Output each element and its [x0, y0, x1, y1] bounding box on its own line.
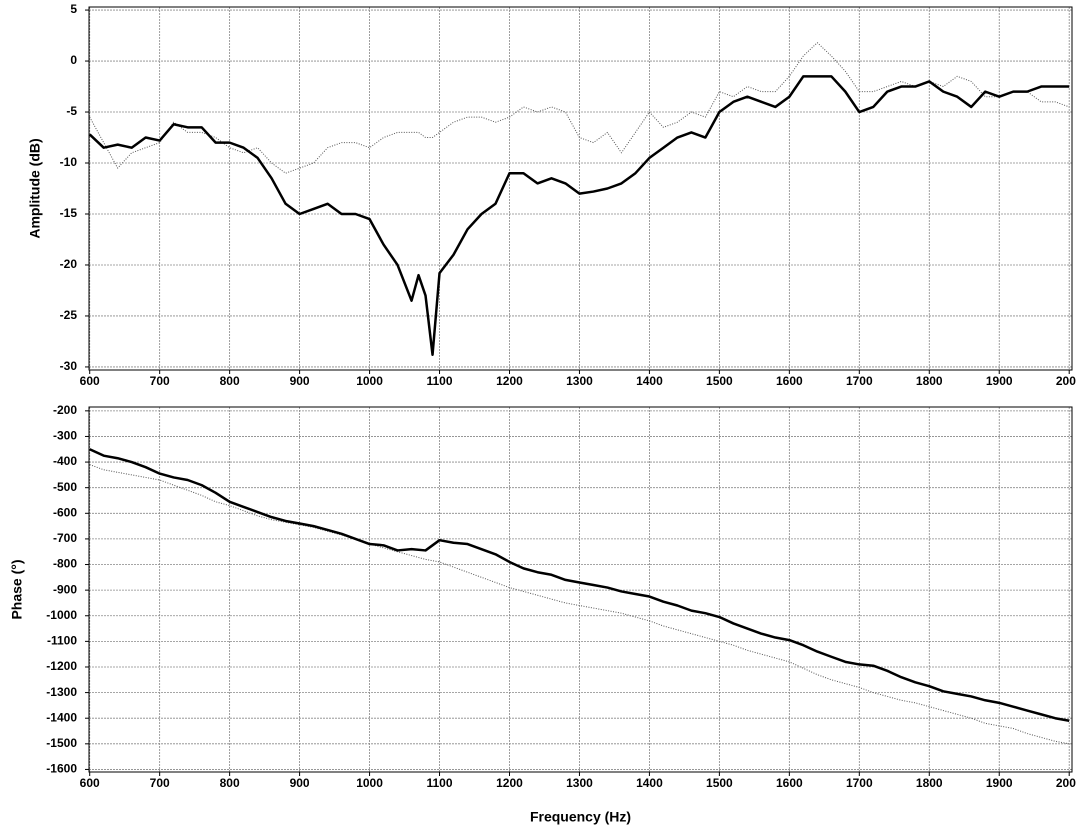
x-tick-label: 1400 [636, 776, 663, 790]
x-tick-label: 1200 [496, 374, 523, 388]
data-line [89, 464, 1070, 745]
x-tick-label: 2000 [1056, 374, 1076, 388]
data-line [89, 448, 1070, 722]
x-tick-label: 2000 [1056, 776, 1076, 790]
y-tick-label: -25 [60, 308, 78, 322]
y-tick-label: -600 [53, 505, 77, 519]
y-tick-label: -200 [53, 403, 77, 417]
x-tick-label: 900 [290, 776, 310, 790]
x-tick-label: 1500 [706, 374, 733, 388]
plot-area [89, 7, 1072, 370]
x-axis-title: Frequency (Hz) [530, 809, 631, 825]
x-tick-label: 1400 [636, 374, 663, 388]
y-tick-label: -800 [53, 557, 77, 571]
x-tick-label: 600 [80, 776, 100, 790]
y-tick-label: -1400 [46, 710, 77, 724]
x-tick-label: 1600 [776, 776, 803, 790]
y-tick-label: -1100 [47, 634, 77, 648]
y-tick-label: -1000 [46, 608, 77, 622]
y-tick-label: -500 [53, 480, 77, 494]
x-tick-label: 1100 [426, 776, 452, 790]
x-tick-label: 800 [220, 776, 240, 790]
y-tick-label: 0 [70, 53, 77, 67]
x-tick-label: 1800 [916, 776, 943, 790]
y-tick-label: -1600 [46, 762, 77, 776]
plot-frame [88, 6, 1073, 371]
x-tick-label: 1000 [356, 776, 383, 790]
y-axis-title: Phase (°) [9, 559, 25, 619]
x-tick-label: 1900 [986, 776, 1013, 790]
y-tick-label: -30 [60, 359, 78, 373]
plot-frame [88, 406, 1073, 773]
x-tick-label: 1200 [496, 776, 523, 790]
x-tick-label: 1600 [776, 374, 803, 388]
x-tick-label: 1100 [426, 374, 452, 388]
y-tick-label: -1500 [46, 736, 77, 750]
data-line [88, 75, 1070, 356]
x-tick-label: 1800 [916, 374, 943, 388]
x-tick-label: 900 [290, 374, 310, 388]
x-tick-label: 1900 [986, 374, 1013, 388]
y-tick-label: -400 [53, 454, 77, 468]
x-tick-label: 800 [220, 374, 240, 388]
x-tick-label: 1300 [566, 776, 593, 790]
x-tick-label: 1000 [356, 374, 383, 388]
y-tick-label: -15 [60, 206, 78, 220]
y-tick-label: -1300 [46, 685, 77, 699]
y-tick-label: -20 [60, 257, 78, 271]
x-tick-label: 1300 [566, 374, 593, 388]
y-tick-label: -900 [53, 582, 77, 596]
x-tick-label: 700 [150, 776, 170, 790]
x-tick-label: 1700 [846, 374, 873, 388]
y-tick-label: -700 [53, 531, 77, 545]
x-tick-label: 1500 [706, 776, 733, 790]
y-tick-label: -300 [53, 429, 77, 443]
y-tick-label: -10 [60, 155, 78, 169]
x-tick-label: 700 [150, 374, 170, 388]
x-tick-label: 1700 [846, 776, 873, 790]
y-tick-label: -5 [66, 104, 77, 118]
y-tick-label: -1200 [46, 659, 77, 673]
plot-area [89, 407, 1072, 772]
y-axis-title: Amplitude (dB) [27, 138, 43, 238]
y-tick-label: 5 [70, 2, 77, 16]
x-tick-label: 600 [80, 374, 100, 388]
